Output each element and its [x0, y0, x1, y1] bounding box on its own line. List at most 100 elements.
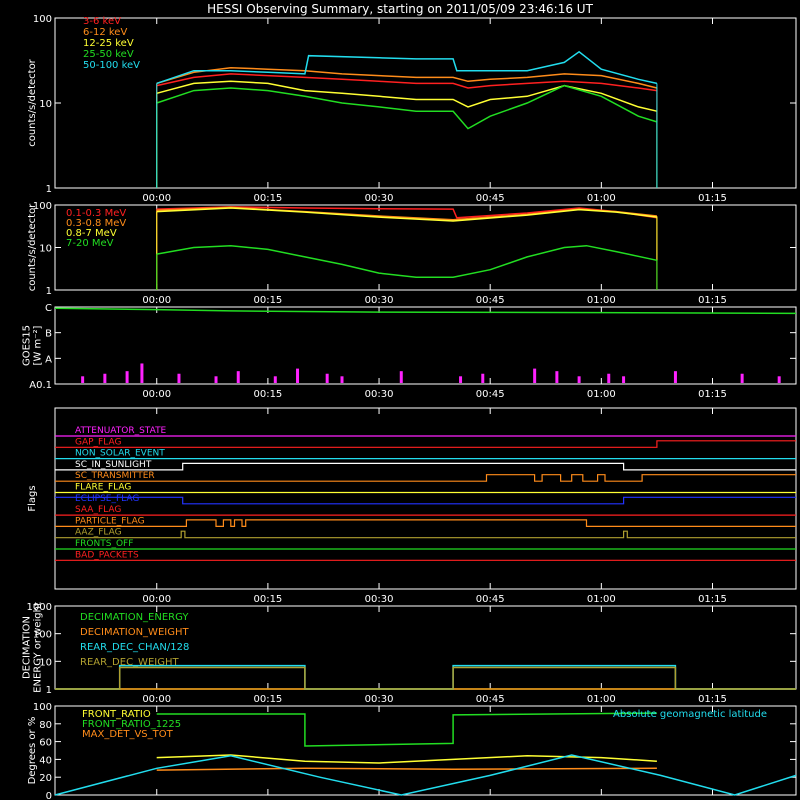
panel-1-x-tick-label: 01:15: [698, 295, 727, 306]
series-front-ratio-line: [156, 754, 657, 764]
panel-4-y-axis-label: DECIMATION: [22, 616, 33, 679]
panel-1-x-tick-label: 00:00: [142, 295, 171, 306]
panel-5-y-tick-label: 60: [39, 738, 52, 749]
panel-4-y-tick-label: 10: [39, 657, 52, 668]
panel-1-x-tick-label: 01:00: [587, 295, 616, 306]
panel-4-x-tick-label: 01:00: [587, 694, 616, 705]
panel-2-y-tick-label: B: [45, 329, 52, 340]
panel-3-x-tick-label: 00:30: [365, 594, 394, 605]
flag-label-sc-in-sunlight: SC_IN_SUNLIGHT: [75, 460, 152, 470]
panel-5-y-tick-label: 40: [39, 755, 52, 766]
panel-3-x-tick-label: 01:15: [698, 594, 727, 605]
flag-line-aaz-flag: [55, 530, 796, 539]
legend-rear-dec-weight: REAR_DEC_WEIGHT: [80, 657, 179, 668]
panel-2-x-tick-label: 01:00: [587, 389, 616, 400]
series-12-25-kev-line: [156, 80, 658, 112]
flag-line-sc-transmitter: [55, 474, 796, 482]
panel-5-y-tick-label: 0: [46, 791, 52, 800]
series-0-8-7-mev-line: [156, 207, 657, 222]
panel-3-x-tick-label: 00:45: [476, 594, 505, 605]
panel-4-y-axis-label: ENERGY or weight: [33, 602, 44, 693]
panel-3-frame: [54, 407, 797, 590]
series-rear-dec-chan-128-line: [55, 664, 796, 690]
legend-0-8-7-mev: 0.8-7 MeV: [66, 228, 117, 239]
panel-0-x-tick-label: 01:15: [698, 193, 727, 204]
panel-4-y-tick-label: 1: [46, 685, 52, 696]
flag-line-eclipse-flag: [55, 496, 796, 505]
legend-front-ratio-1225: FRONT_RATIO_1225: [82, 719, 181, 730]
legend-25-50-kev: 25-50 keV: [83, 49, 134, 60]
panel-0-y-tick-label: 100: [33, 14, 52, 25]
flag-label-bad-packets: BAD_PACKETS: [75, 550, 139, 560]
panel-0-x-tick-label: 00:15: [253, 193, 282, 204]
flag-label-gap-flag: GAP_FLAG: [75, 437, 121, 447]
panel-0-frame: [54, 17, 797, 189]
legend-decimation-weight: DECIMATION_WEIGHT: [80, 627, 189, 638]
legend-7-20-mev: 7-20 MeV: [66, 238, 114, 249]
flag-label-sc-transmitter: SC_TRANSMITTER: [75, 471, 155, 481]
flag-label-non-solar-event: NON_SOLAR_EVENT: [75, 449, 165, 459]
panel-2-x-tick-label: 00:45: [476, 389, 505, 400]
flag-label-saa-flag: SAA_FLAG: [75, 505, 121, 515]
panel-4-x-tick-label: 00:15: [253, 694, 282, 705]
legend-6-12-kev: 6-12 keV: [83, 27, 127, 38]
panel-0-y-tick-label: 1: [46, 184, 52, 195]
panel-2-y-axis-label: GOES15: [22, 325, 33, 366]
panel-2-x-tick-label: 00:00: [142, 389, 171, 400]
panel-2-y-tick-label: C: [45, 303, 52, 314]
panel-5-y-axis-label: Degrees or %: [27, 717, 38, 785]
panel-1-y-tick-label: 10: [39, 244, 52, 255]
series-front-ratio-1225-line: [156, 712, 657, 747]
panel-5-frame: [54, 705, 797, 796]
panel-1-x-tick-label: 00:30: [365, 295, 394, 306]
panel-5-y-tick-label: 20: [39, 773, 52, 784]
panel-0-x-tick-label: 01:00: [587, 193, 616, 204]
panel-0-x-tick-label: 00:30: [365, 193, 394, 204]
legend-absolute-geomagnetic-latitude: Absolute geomagnetic latitude: [613, 709, 767, 720]
series-max-det-vs-tot-line: [156, 767, 657, 771]
panel-1-y-tick-label: 100: [33, 201, 52, 212]
panel-1-y-axis-label: counts/s/detector: [27, 203, 38, 291]
figure-title: HESSI Observing Summary, starting on 201…: [207, 2, 593, 16]
panel-1-y-tick-label: 1: [46, 286, 52, 297]
legend-3-6-kev: 3-6 keV: [83, 16, 121, 27]
series-6-12-kev-line: [156, 66, 658, 89]
series-rear-dec-weight-line: [55, 666, 796, 690]
legend-0-1-0-3-mev: 0.1-0.3 MeV: [66, 208, 126, 219]
series-absolute-geomagnetic-latitude-line: [54, 754, 797, 796]
panel-2-y-tick-label: A0.1: [29, 380, 52, 391]
panel-2-x-tick-label: 00:15: [253, 389, 282, 400]
legend-12-25-kev: 12-25 keV: [83, 38, 134, 49]
panel-2-y-axis-label: [W m⁻²]: [33, 325, 44, 365]
legend-decimation-energy: DECIMATION_ENERGY: [80, 612, 189, 623]
series-25-50-kev-line: [156, 84, 658, 130]
panel-4-x-tick-label: 00:45: [476, 694, 505, 705]
panel-2-x-tick-label: 00:30: [365, 389, 394, 400]
panel-4-x-tick-label: 00:30: [365, 694, 394, 705]
panel-2-x-tick-label: 01:15: [698, 389, 727, 400]
panel-1-x-tick-label: 00:15: [253, 295, 282, 306]
panel-3-x-tick-label: 00:15: [253, 594, 282, 605]
panel-4-y-tick-label: 100: [33, 630, 52, 641]
flag-label-flare-flag: FLARE_FLAG: [75, 483, 131, 493]
panel-0-y-axis-label: counts/s/detector: [27, 58, 38, 146]
flag-label-aaz-flag: AAZ_FLAG: [75, 528, 122, 538]
panel-0-x-tick-label: 00:00: [142, 193, 171, 204]
series-goes-line: [54, 307, 797, 315]
series-7-20-mev-line: [156, 244, 658, 278]
panel-3-y-axis-label: Flags: [27, 485, 38, 511]
panel-0-x-tick-label: 00:45: [476, 193, 505, 204]
panel-3-x-tick-label: 01:00: [587, 594, 616, 605]
flag-label-particle-flag: PARTICLE_FLAG: [75, 516, 145, 526]
legend-50-100-kev: 50-100 keV: [83, 60, 140, 71]
legend-max-det-vs-tot: MAX_DET_VS_TOT: [82, 729, 174, 740]
panel-2-y-tick-label: A: [45, 354, 52, 365]
legend-rear-dec-chan-128: REAR_DEC_CHAN/128: [80, 642, 189, 653]
panel-1-x-tick-label: 00:45: [476, 295, 505, 306]
flag-line-sc-in-sunlight: [55, 462, 796, 471]
panel-3-x-tick-label: 00:00: [142, 594, 171, 605]
series-3-6-kev-line: [156, 73, 658, 92]
panel-0-y-tick-label: 10: [39, 99, 52, 110]
panel-4-x-tick-label: 01:15: [698, 694, 727, 705]
